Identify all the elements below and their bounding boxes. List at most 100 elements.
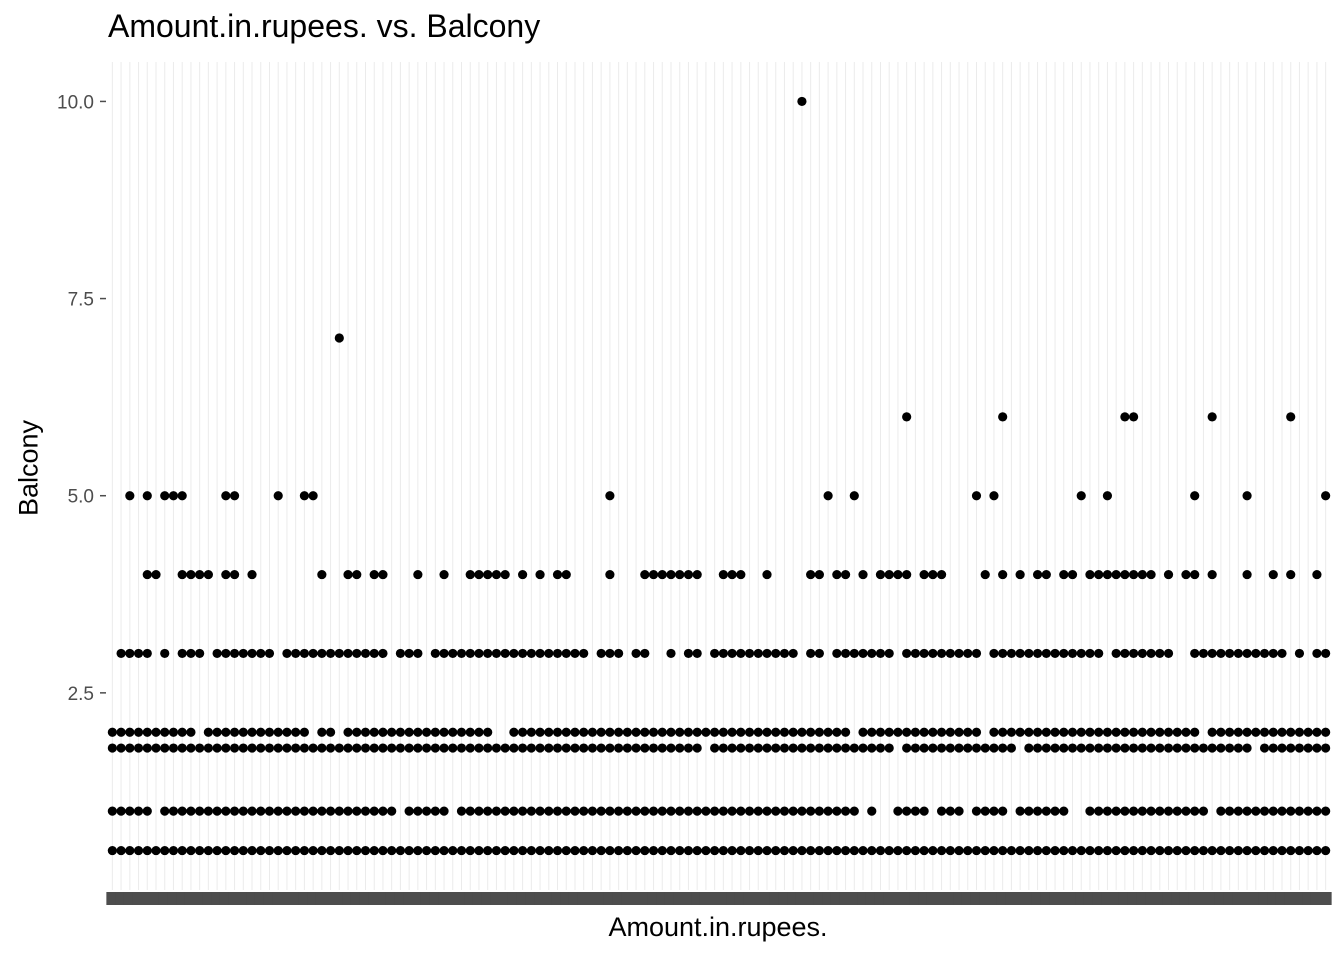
data-point (631, 743, 641, 753)
data-point (1102, 491, 1113, 501)
data-point (893, 727, 903, 737)
data-point (317, 727, 327, 737)
data-point (1286, 806, 1296, 816)
data-point (1225, 727, 1235, 737)
data-point (919, 569, 929, 580)
data-point (212, 806, 222, 816)
data-point (186, 743, 196, 753)
data-point (849, 845, 859, 856)
data-point (1120, 845, 1130, 856)
data-point (744, 845, 755, 856)
data-point (648, 845, 659, 856)
data-point (788, 727, 798, 737)
data-point (247, 648, 257, 659)
data-point (858, 569, 868, 580)
data-point (1207, 743, 1217, 753)
data-point (1129, 648, 1139, 659)
data-point (229, 743, 240, 753)
data-point (1015, 845, 1025, 856)
data-point (238, 743, 248, 753)
data-point (535, 806, 545, 816)
data-point (107, 845, 117, 856)
data-point (325, 806, 336, 816)
data-point (561, 743, 571, 753)
data-point (387, 743, 397, 753)
data-point (779, 648, 790, 659)
data-point (1120, 412, 1130, 422)
data-point (718, 569, 728, 580)
data-point (771, 743, 781, 753)
data-point (195, 806, 205, 816)
data-point (622, 845, 632, 856)
data-point (1242, 491, 1252, 501)
data-point (1102, 569, 1113, 580)
data-point (160, 648, 170, 659)
data-point (1251, 727, 1261, 737)
data-point (814, 727, 824, 737)
data-point (910, 727, 920, 737)
data-point (1041, 806, 1051, 816)
data-point (631, 806, 641, 816)
data-point (570, 845, 580, 856)
data-point (535, 743, 545, 753)
data-point (849, 743, 859, 753)
data-point (762, 845, 772, 856)
data-point (1146, 727, 1156, 737)
data-point (736, 727, 746, 737)
data-point (718, 845, 728, 856)
data-point (875, 569, 886, 580)
data-point (1076, 845, 1086, 856)
data-point (308, 743, 318, 753)
data-point (605, 806, 615, 816)
data-point (849, 806, 859, 816)
data-point (1120, 806, 1130, 816)
data-point (352, 845, 362, 856)
data-point (814, 648, 824, 659)
data-point (1137, 648, 1147, 659)
data-point (797, 845, 807, 856)
data-point (919, 743, 929, 753)
data-point (369, 806, 379, 816)
data-point (474, 727, 484, 737)
data-point (884, 648, 894, 659)
data-point (282, 806, 292, 816)
data-point (989, 491, 999, 501)
data-point (343, 845, 353, 856)
data-point (710, 806, 720, 816)
data-point (797, 727, 807, 737)
data-point (195, 743, 205, 753)
data-point (1155, 806, 1165, 816)
data-point (264, 806, 275, 816)
data-point (518, 806, 528, 816)
data-point (325, 727, 336, 737)
data-point (160, 743, 170, 753)
data-point (945, 806, 955, 816)
data-point (1102, 845, 1113, 856)
data-point (378, 648, 388, 659)
data-point (1006, 743, 1017, 753)
data-point (1094, 648, 1104, 659)
data-point (264, 648, 275, 659)
data-point (1006, 845, 1017, 856)
data-point (474, 743, 484, 753)
data-point (1076, 491, 1086, 501)
data-point (561, 569, 571, 580)
data-point (1163, 845, 1174, 856)
data-point (1312, 569, 1322, 580)
data-point (395, 845, 406, 856)
data-point (291, 845, 301, 856)
data-point (378, 743, 388, 753)
data-point (640, 806, 650, 816)
data-point (1067, 727, 1078, 737)
data-point (648, 743, 659, 753)
data-point (535, 727, 545, 737)
data-point (1303, 727, 1313, 737)
data-point (1286, 569, 1296, 580)
data-point (413, 648, 423, 659)
data-point (1277, 806, 1287, 816)
data-point (518, 569, 528, 580)
data-point (1137, 845, 1147, 856)
data-point (168, 727, 179, 737)
data-point (840, 806, 851, 816)
data-point (256, 727, 266, 737)
